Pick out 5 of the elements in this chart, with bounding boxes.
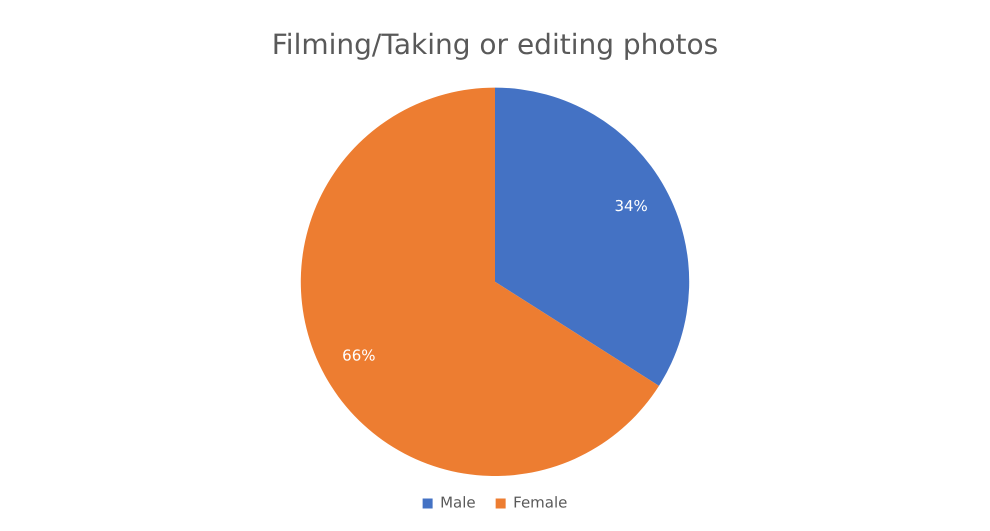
data-label: 66% [342, 346, 376, 365]
legend-label: Male [440, 493, 476, 512]
chart-title: Filming/Taking or editing photos [272, 28, 718, 62]
legend-label: Female [513, 493, 568, 512]
data-label: 34% [614, 196, 648, 215]
